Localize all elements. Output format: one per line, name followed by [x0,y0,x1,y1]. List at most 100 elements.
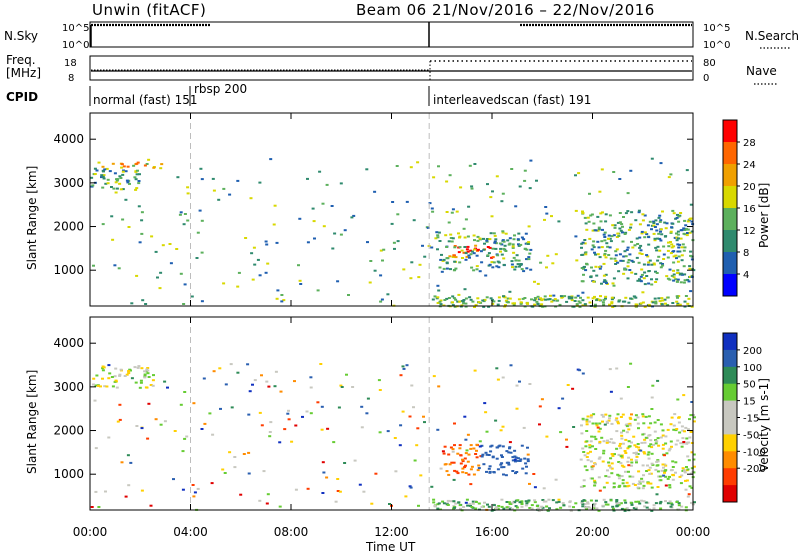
data-cell [588,237,592,240]
data-cell [149,384,153,386]
data-cell [444,463,448,466]
data-cell [102,170,105,173]
data-cell [596,240,600,243]
data-cell [594,253,597,256]
data-cell [655,229,659,232]
data-cell [514,472,517,475]
data-cell [626,277,630,280]
data-cell [643,231,647,234]
data-cell [690,230,694,233]
data-cell [655,272,659,274]
data-cell [585,440,589,443]
colorbar-tick-label: -15 [743,414,759,425]
data-cell [657,232,661,235]
scatter-cell [126,454,130,457]
data-cell [583,239,587,241]
data-cell [675,232,678,235]
colorbar-swatch [723,274,737,297]
data-cell [122,169,125,172]
data-cell [500,456,504,458]
velocity-panel-frame [89,316,694,511]
scatter-cell [92,264,95,267]
data-cell [466,460,470,463]
data-cell [508,446,512,449]
time-tick-label: 00:00 [73,525,108,539]
data-cell [584,222,588,225]
near-range-cell [530,507,534,510]
near-range-cell [504,299,508,302]
scatter-cell [318,170,322,173]
scatter-cell [391,201,395,203]
data-cell [523,247,527,250]
scatter-cell [451,450,455,453]
scatter-cell [138,241,142,244]
data-cell [93,173,97,175]
near-range-cell [479,301,483,304]
scatter-cell [426,226,430,229]
scatter-cell [469,483,473,486]
data-cell [592,240,596,243]
near-range-cell [671,302,675,304]
data-cell [618,253,622,256]
data-cell [644,415,648,418]
data-cell [637,446,641,449]
scatter-cell [265,380,269,383]
scatter-cell [655,493,659,496]
colorbar-swatch [723,208,737,231]
near-range-cell [579,296,582,299]
scatter-cell [373,190,377,193]
near-range-cell [680,505,684,508]
data-cell [614,419,618,422]
near-range-cell [536,302,540,305]
data-cell [679,212,683,214]
near-range-cell [474,507,478,510]
data-cell [504,474,508,477]
scatter-cell [358,483,362,486]
near-range-cell [449,500,453,503]
data-cell [147,376,151,378]
scatter-cell [596,229,600,232]
near-range-cell [593,295,596,298]
near-range-cell [457,501,461,504]
near-range-cell [615,502,619,505]
data-cell [683,246,687,249]
data-cell [445,267,449,270]
data-cell [684,224,688,227]
scatter-cell [526,453,530,456]
data-cell [475,254,479,257]
data-cell [101,369,105,372]
scatter-cell [626,192,630,195]
scatter-cell [544,206,548,208]
data-cell [623,268,627,271]
scatter-cell [393,437,397,439]
data-cell [137,180,141,182]
near-range-cell [541,499,545,501]
data-cell [463,246,467,248]
data-cell [676,260,680,263]
near-range-cell [494,507,498,510]
data-cell [603,231,607,234]
near-range-cell [561,502,565,505]
data-cell [630,461,634,464]
data-cell [583,454,587,457]
scatter-cell [116,420,120,423]
data-cell [445,257,449,260]
scatter-cell [557,407,561,410]
data-cell [650,462,654,465]
scatter-cell [576,294,580,297]
scatter-cell [626,265,630,268]
data-cell [682,227,686,230]
scatter-cell [515,384,519,387]
data-cell [669,230,673,233]
data-cell [473,248,476,251]
data-cell [438,240,442,242]
near-range-cell [669,502,673,505]
data-cell [670,246,674,249]
scatter-cell [483,402,487,405]
data-cell [105,385,109,388]
data-cell [487,467,491,470]
data-cell [514,259,518,262]
data-cell [111,385,115,388]
y-tick-label: 4000 [53,336,84,350]
data-cell [664,464,668,467]
